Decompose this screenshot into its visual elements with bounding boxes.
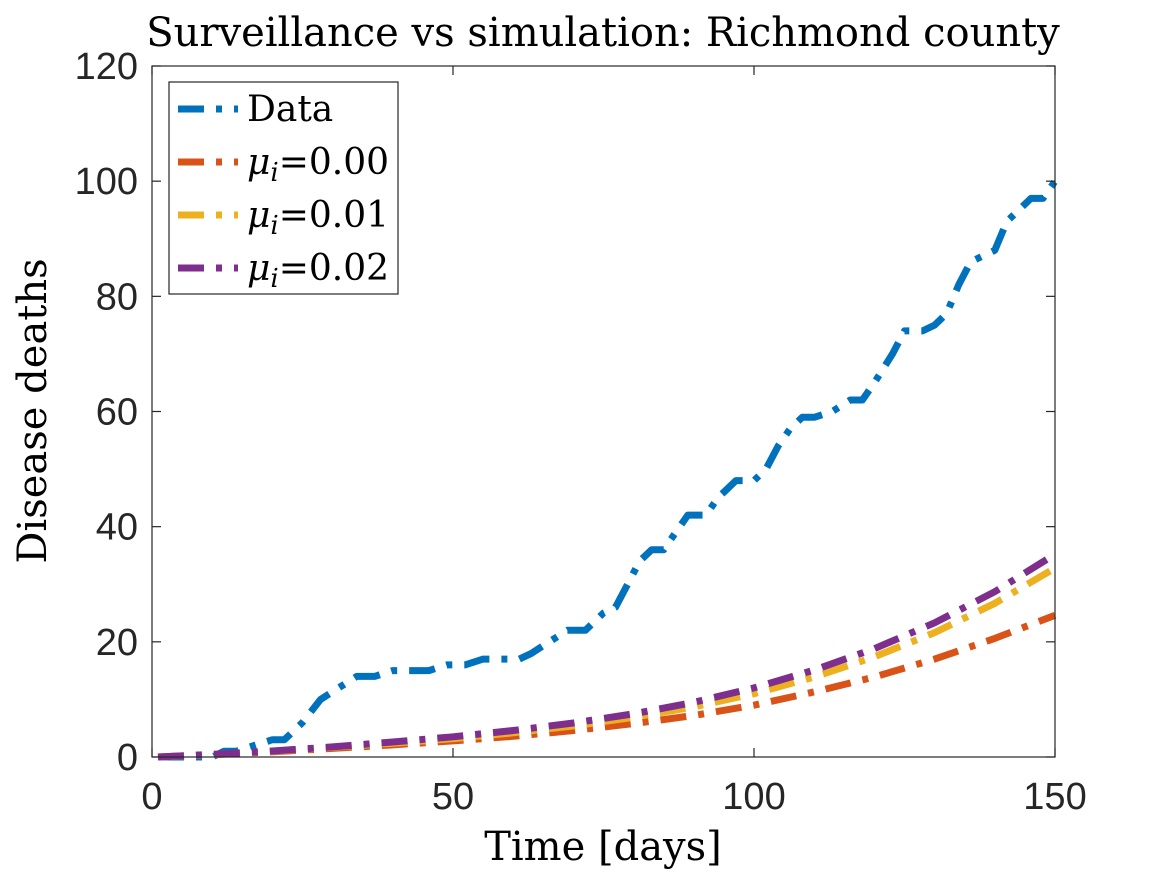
series-line-0 [158,179,1058,761]
legend-label-3: μi=0.02 [247,248,389,294]
y-tick-label: 40 [96,507,138,549]
series-line-1 [157,612,1057,761]
y-tick-label: 0 [117,737,138,779]
y-axis-label: Disease deaths [10,258,56,563]
legend-label-1: μi=0.00 [247,142,389,188]
legend: Data μi=0.00 μi=0.01 μi=0.02 [168,81,399,295]
legend-label-2: μi=0.01 [247,195,389,241]
chart-title: Surveillance vs simulation: Richmond cou… [146,10,1060,56]
legend-box [168,81,399,295]
y-tick-label: 60 [96,392,138,434]
y-tick-label: 100 [75,161,138,203]
legend-label-0: Data [247,89,333,130]
x-axis-label: Time [days] [484,824,722,870]
x-tick-label: 150 [1023,776,1086,818]
x-tick-label: 0 [141,776,162,818]
x-tick-label: 50 [432,776,474,818]
y-tick-label: 120 [75,46,138,88]
x-tick-label: 100 [722,776,785,818]
y-tick-label: 80 [96,276,138,318]
y-tick-label: 20 [96,622,138,664]
ticks-layer: 0 50 100 150 0 20 40 60 80 100 120 [75,46,1087,818]
series-layer [157,179,1058,761]
